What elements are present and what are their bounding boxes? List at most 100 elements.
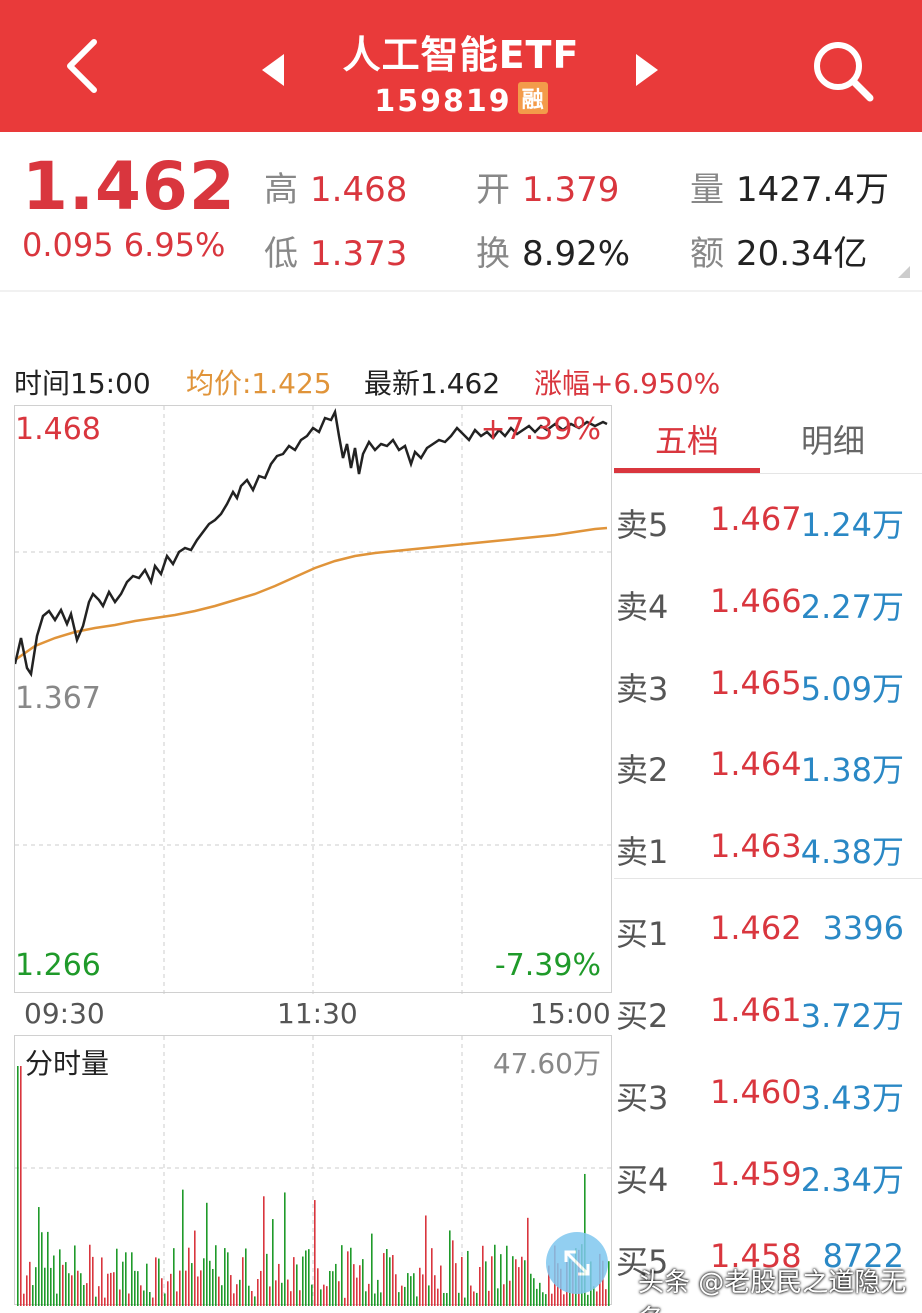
high-value: 1.468 (310, 170, 408, 210)
volume-bar (476, 1292, 478, 1306)
bid-row-4[interactable]: 买4 1.459 2.34万 (614, 1155, 914, 1215)
volume-bar (260, 1270, 262, 1306)
volume-bar (605, 1289, 607, 1306)
volume-bar (494, 1244, 496, 1306)
level-name: 卖4 (616, 588, 669, 626)
volume-bar (95, 1296, 97, 1306)
volume-bar (242, 1257, 244, 1306)
volume-bar (596, 1291, 598, 1306)
volume-bar (407, 1273, 409, 1306)
volume-label: 量 (690, 170, 724, 210)
level-name: 卖1 (616, 833, 669, 871)
volume-bar (245, 1248, 247, 1306)
volume-bar (221, 1285, 223, 1306)
volume-bar (551, 1293, 553, 1306)
volume-chart[interactable]: 分时量 47.60万 (14, 1035, 613, 1306)
volume-bar (401, 1285, 403, 1306)
level-volume: 2.27万 (800, 588, 904, 626)
volume-bar (140, 1285, 142, 1306)
time-axis-start: 09:30 (24, 997, 105, 1030)
volume-bar (248, 1285, 250, 1306)
volume-bar (185, 1270, 187, 1306)
volume-bar (29, 1261, 31, 1306)
volume-bar (143, 1290, 145, 1306)
ask-row-4[interactable]: 卖4 1.466 2.27万 (614, 582, 914, 642)
volume-bar (215, 1245, 217, 1306)
amount-label: 额 (690, 234, 724, 274)
volume-bar (608, 1261, 610, 1306)
volume-bar (176, 1291, 178, 1306)
volume-bar (278, 1263, 280, 1306)
level-price: 1.465 (710, 664, 802, 702)
turnover-stat: 换 8.92% (476, 226, 630, 275)
volume-bar (410, 1276, 412, 1306)
ask-row-5[interactable]: 卖5 1.467 1.24万 (614, 500, 914, 560)
tab-five-levels[interactable]: 五档 (654, 422, 719, 460)
volume-bar (293, 1257, 295, 1306)
low-stat: 低 1.373 (264, 226, 407, 275)
volume-bar (542, 1292, 544, 1306)
expand-icon (564, 1250, 590, 1276)
volume-bar (350, 1247, 352, 1306)
level-name: 买2 (616, 997, 669, 1035)
next-stock-icon[interactable] (636, 54, 658, 86)
ask-row-2[interactable]: 卖2 1.464 1.38万 (614, 745, 914, 805)
volume-bar (290, 1291, 292, 1306)
ask-row-1[interactable]: 卖1 1.463 4.38万 (614, 827, 914, 887)
intraday-chart[interactable]: 1.468 +7.39% 1.367 1.266 -7.39% (14, 405, 613, 994)
high-stat: 高 1.468 (264, 162, 407, 211)
level-volume: 3.43万 (800, 1079, 904, 1117)
volume-bar (428, 1285, 430, 1306)
tab-details[interactable]: 明细 (800, 422, 865, 460)
volume-bar (416, 1296, 418, 1306)
ask-row-3[interactable]: 卖3 1.465 5.09万 (614, 664, 914, 724)
volume-bar (533, 1278, 535, 1306)
level-price: 1.464 (710, 745, 802, 783)
volume-bar (254, 1296, 256, 1306)
volume-bar (326, 1286, 328, 1306)
volume-bar (53, 1255, 55, 1306)
bid-row-2[interactable]: 买2 1.461 3.72万 (614, 991, 914, 1051)
volume-bar (506, 1245, 508, 1306)
volume-bar (440, 1265, 442, 1306)
volume-bar (422, 1274, 424, 1306)
volume-bar (80, 1273, 82, 1306)
volume-bar (302, 1256, 304, 1306)
volume-bar (317, 1268, 319, 1306)
bid-row-3[interactable]: 买3 1.460 3.43万 (614, 1073, 914, 1133)
volume-bar (47, 1231, 49, 1306)
volume-bar (116, 1248, 118, 1306)
search-icon[interactable] (810, 38, 876, 104)
volume-bar (521, 1256, 523, 1306)
volume-bar (194, 1230, 196, 1306)
bid-row-5[interactable]: 买5 1.458 8722 (614, 1237, 914, 1297)
fullscreen-button[interactable] (546, 1232, 608, 1294)
prev-stock-icon[interactable] (262, 54, 284, 86)
open-value: 1.379 (522, 170, 620, 210)
level-price: 1.459 (710, 1155, 802, 1193)
level-volume: 8722 (822, 1237, 904, 1275)
volume-bar (56, 1293, 58, 1306)
expand-corner-icon[interactable] (898, 266, 910, 278)
volume-bar (170, 1273, 172, 1306)
level-volume: 3396 (822, 909, 904, 947)
volume-bar (431, 1248, 433, 1306)
bid-row-1[interactable]: 买1 1.462 3396 (614, 909, 914, 969)
volume-stat: 量 1427.4万 (690, 162, 889, 211)
volume-bar (305, 1250, 307, 1306)
level-price: 1.466 (710, 582, 802, 620)
volume-bar (383, 1253, 385, 1306)
level-name: 卖2 (616, 751, 669, 789)
volume-bar (482, 1245, 484, 1306)
volume-bar (500, 1254, 502, 1306)
volume-bar (479, 1266, 481, 1306)
volume-bar (473, 1291, 475, 1306)
back-arrow-icon[interactable] (58, 36, 108, 96)
level-volume: 3.72万 (800, 997, 904, 1035)
volume-bar (518, 1267, 520, 1306)
volume-bar (38, 1207, 40, 1306)
stock-code-text: 159819 (374, 84, 512, 119)
volume-bar (173, 1248, 175, 1306)
volume-bar (65, 1262, 67, 1306)
info-change-pct: 涨幅+6.950% (534, 367, 721, 400)
